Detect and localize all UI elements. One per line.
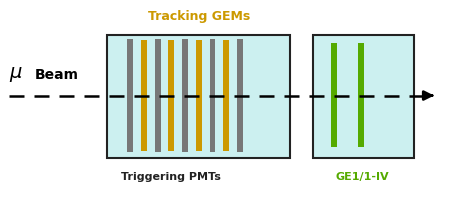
Text: Triggering PMTs: Triggering PMTs xyxy=(122,172,221,182)
Bar xyxy=(358,43,364,147)
Bar xyxy=(127,39,133,152)
Text: Tracking GEMs: Tracking GEMs xyxy=(148,10,250,23)
Bar xyxy=(107,35,290,158)
Bar xyxy=(141,40,147,151)
Text: GE1/1-IV: GE1/1-IV xyxy=(335,172,389,182)
Bar xyxy=(237,39,243,152)
Bar xyxy=(223,40,229,151)
Bar xyxy=(154,39,160,152)
Bar xyxy=(209,39,216,152)
Bar xyxy=(330,43,336,147)
Text: $\mu$: $\mu$ xyxy=(9,65,23,84)
Text: Beam: Beam xyxy=(34,68,78,82)
Bar xyxy=(168,40,174,151)
Bar xyxy=(182,39,188,152)
Bar xyxy=(196,40,202,151)
Bar xyxy=(313,35,414,158)
